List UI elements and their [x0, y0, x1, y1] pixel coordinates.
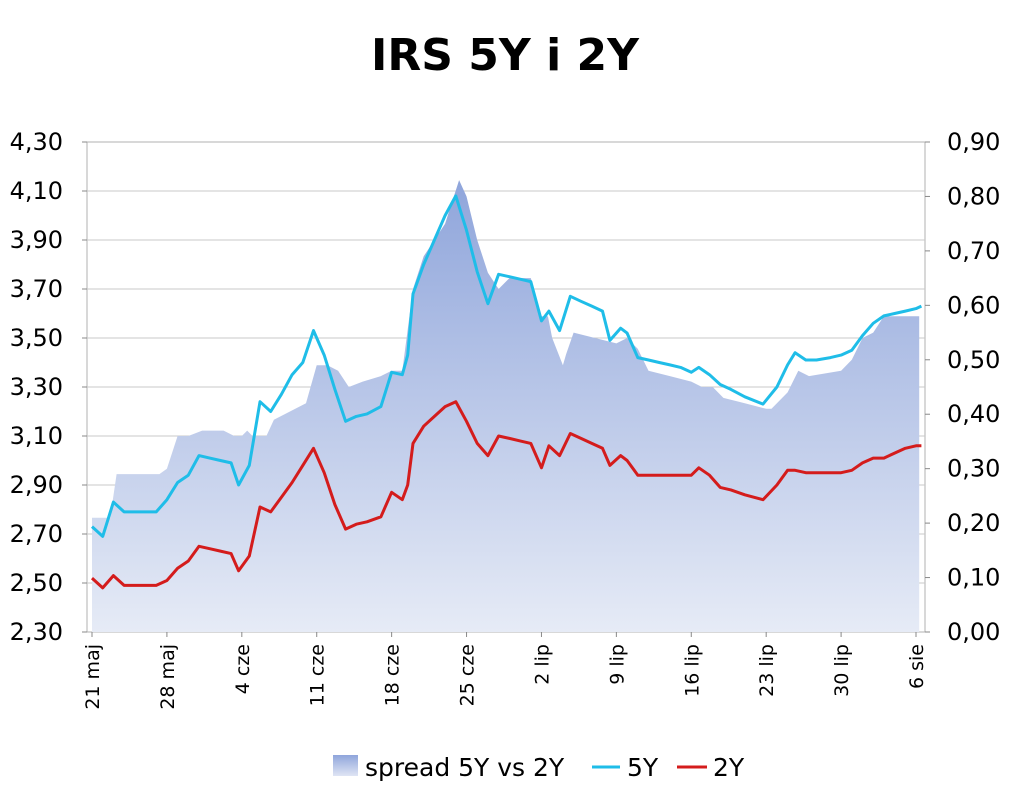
left-tick-label: 2,50 [10, 569, 63, 597]
x-tick-label: 23 lip [756, 644, 778, 697]
x-tick-label: 28 maj [157, 644, 179, 710]
legend: spread 5Y vs 2Y 5Y 2Y [333, 753, 745, 782]
left-tick-label: 3,90 [10, 226, 63, 254]
left-tick-label: 3,70 [10, 275, 63, 303]
line-layer [90, 194, 923, 590]
right-tick-label: 0,20 [947, 509, 1000, 537]
legend-label-5y: 5Y [627, 753, 659, 782]
right-tick-label: 0,10 [947, 564, 1000, 592]
right-tick-label: 0,30 [947, 455, 1000, 483]
right-tick-label: 0,90 [947, 128, 1000, 156]
left-axis-ticks: 2,30 2,50 2,70 2,90 3,10 3,30 3,50 3,70 3,90 4,10… [10, 128, 87, 646]
left-tick-label: 3,10 [10, 422, 63, 450]
series-5y-line [90, 194, 923, 538]
left-tick-label: 4,30 [10, 128, 63, 156]
left-tick-label: 2,90 [10, 471, 63, 499]
right-axis-ticks: 0,00 0,10 0,20 0,30 0,40 0,50 0,60 0,70 0,80 0,90 [925, 128, 1000, 646]
left-tick-label: 3,30 [10, 373, 63, 401]
legend-label-2y: 2Y [713, 753, 745, 782]
right-tick-label: 0,50 [947, 346, 1000, 374]
x-axis-ticks: 21 maj 28 maj 4 cze 11 cze 18 cze 25 cze 2 lip… [82, 632, 928, 710]
x-tick-label: 2 lip [531, 644, 553, 685]
right-tick-label: 0,00 [947, 618, 1000, 646]
x-tick-label: 4 cze [232, 644, 254, 694]
x-tick-label: 16 lip [681, 644, 703, 697]
series-2y-line [90, 400, 922, 590]
right-tick-label: 0,70 [947, 237, 1000, 265]
x-tick-label: 21 maj [82, 644, 104, 710]
left-tick-label: 4,10 [10, 177, 63, 205]
x-tick-label: 9 lip [606, 644, 628, 685]
spread-area-layer [92, 180, 920, 632]
left-tick-label: 2,70 [10, 520, 63, 548]
left-tick-label: 2,30 [10, 618, 63, 646]
x-tick-label: 30 lip [831, 644, 853, 697]
series-spread-area [92, 180, 920, 632]
x-tick-label: 6 sie [906, 644, 928, 689]
chart-title: IRS 5Y i 2Y [371, 30, 639, 81]
legend-swatch-spread [333, 755, 358, 776]
right-tick-label: 0,80 [947, 182, 1000, 210]
legend-label-spread: spread 5Y vs 2Y [365, 753, 565, 782]
x-tick-label: 18 cze [382, 644, 404, 706]
right-tick-label: 0,40 [947, 400, 1000, 428]
x-tick-label: 11 cze [307, 644, 329, 706]
left-tick-label: 3,50 [10, 324, 63, 352]
right-tick-label: 0,60 [947, 291, 1000, 319]
x-tick-label: 25 cze [457, 644, 479, 706]
